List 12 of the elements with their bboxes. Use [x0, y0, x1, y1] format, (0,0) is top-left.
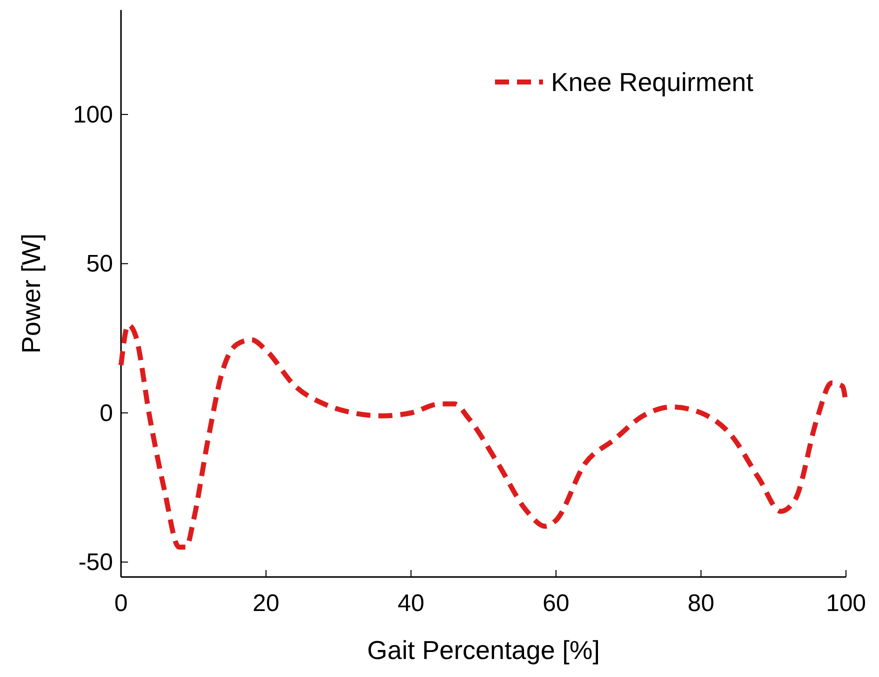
legend-label: Knee Requirment — [551, 67, 754, 97]
y-tick-label: 0 — [100, 400, 113, 427]
x-tick-label: 20 — [252, 590, 280, 617]
x-tick-label: 100 — [826, 590, 866, 617]
y-tick-label: -50 — [78, 549, 113, 576]
x-tick-label: 60 — [542, 590, 570, 617]
y-tick-label: 50 — [86, 250, 113, 278]
x-axis-title: Gait Percentage [%] — [367, 635, 600, 665]
x-tick-label: 40 — [398, 590, 424, 617]
y-tick-label: 100 — [72, 101, 113, 128]
x-tick-label: 80 — [688, 590, 714, 617]
y-axis-title: Power [W] — [16, 234, 46, 354]
